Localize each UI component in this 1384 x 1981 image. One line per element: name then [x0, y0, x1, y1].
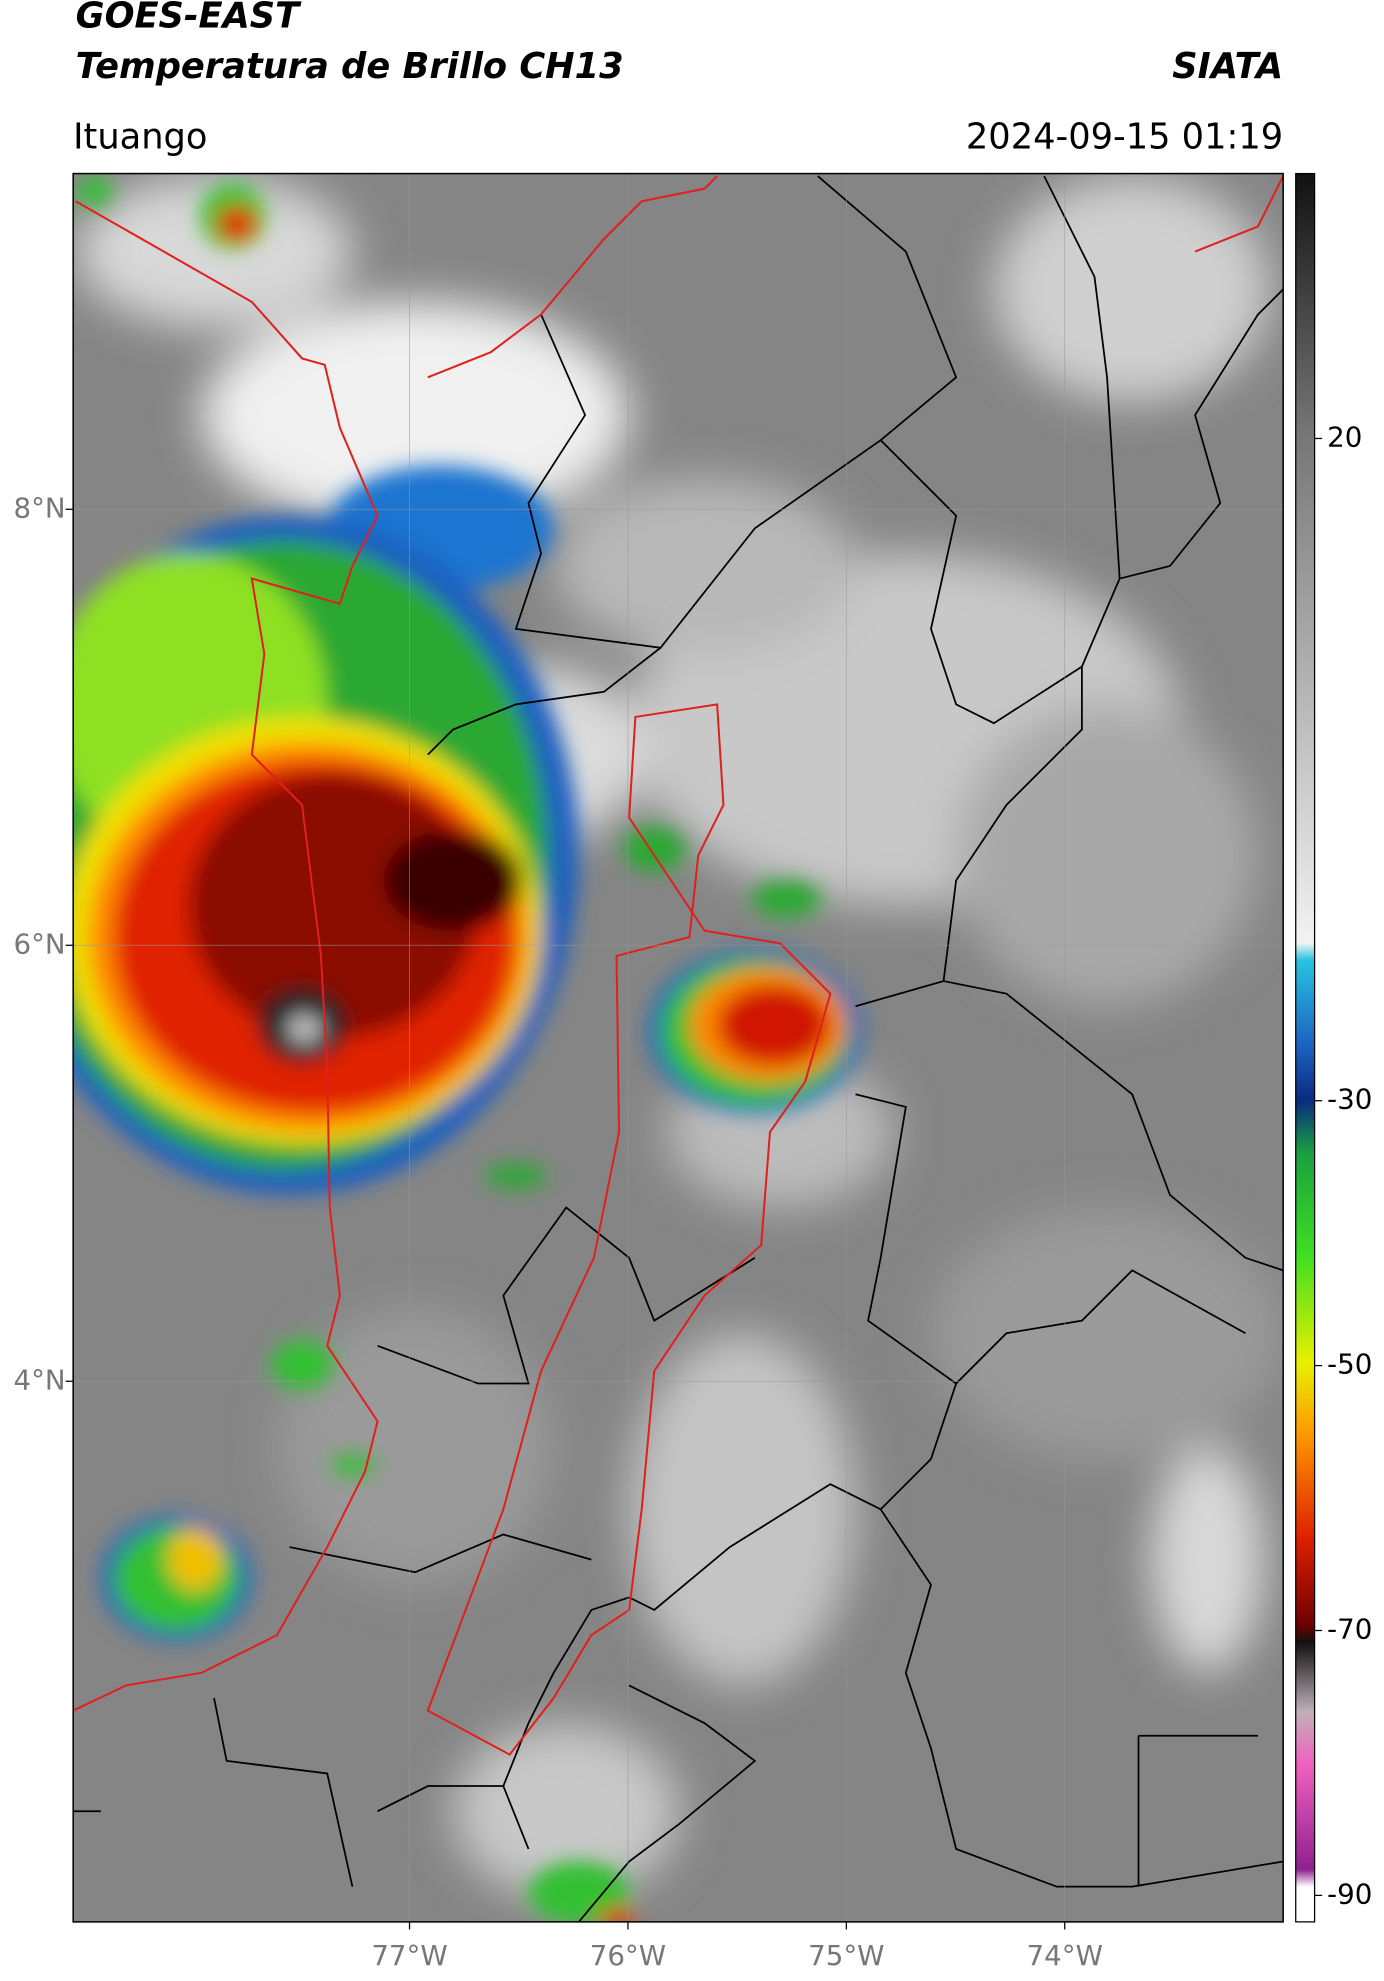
- colorbar-label: -70: [1327, 1612, 1372, 1645]
- lon-label: 76°W: [590, 1939, 666, 1972]
- colorbar-label: 20: [1327, 420, 1362, 453]
- lon-label: 74°W: [1027, 1939, 1103, 1972]
- satellite-image: [73, 173, 1284, 1922]
- map-frame: [72, 172, 1284, 1923]
- lat-label: 4°N: [14, 1363, 66, 1396]
- location: Ituango: [73, 116, 207, 157]
- lon-label: 77°W: [371, 1939, 447, 1972]
- satellite: GOES-EAST: [76, 0, 302, 37]
- product: Temperatura de Brillo CH13: [76, 46, 624, 87]
- colorbar-label: -50: [1327, 1348, 1372, 1381]
- colorbar-label: -30: [1327, 1083, 1372, 1116]
- lat-label: 8°N: [14, 491, 66, 524]
- organization: SIATA: [1172, 46, 1283, 87]
- datetime: 2024-09-15 01:19: [966, 116, 1283, 157]
- colorbar: [1295, 172, 1316, 1923]
- colorbar-label: -90: [1327, 1877, 1372, 1910]
- lat-label: 6°N: [14, 927, 66, 960]
- lon-label: 75°W: [808, 1939, 884, 1972]
